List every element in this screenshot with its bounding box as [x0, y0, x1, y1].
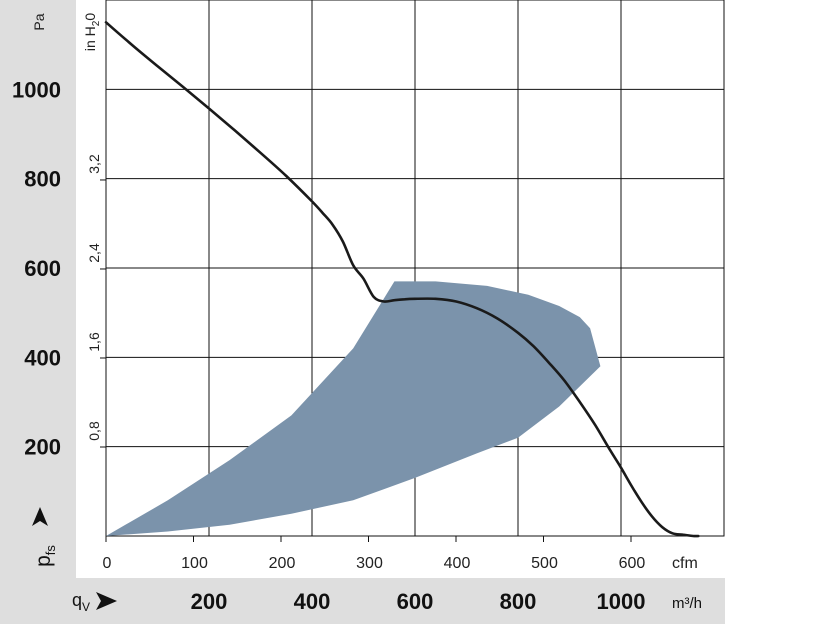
bottom-axis-panel [0, 578, 725, 624]
y2-tick-label: 1,6 [86, 332, 102, 352]
y2-tick-label: 3,2 [86, 154, 102, 174]
x-axis-unit-m3h: m³/h [672, 595, 702, 612]
performance-curve [104, 21, 700, 538]
cfm-tick-label: 300 [356, 555, 383, 572]
operating-range-region [106, 281, 601, 536]
cfm-tick-label: 100 [181, 555, 208, 572]
y-axis-symbol: pfs [32, 507, 58, 567]
y2-tick-label: 0,8 [86, 421, 102, 441]
x-axis-symbol: qV [72, 590, 117, 614]
y-axis-unit: Pa [31, 13, 47, 30]
cfm-tick-label: 200 [269, 555, 296, 572]
cfm-tick-label: 400 [444, 555, 471, 572]
y2-axis-unit: in H20 [82, 13, 102, 51]
m3h-tick-label: 200 [191, 589, 228, 614]
svg-text:pfs: pfs [32, 545, 58, 567]
y-tick-label: 800 [24, 167, 61, 192]
tick-labels: 200 400 600 800 1000 0,8 1,6 2,4 3,2 0 100 200 300 40… [12, 77, 645, 614]
m3h-tick-label: 800 [500, 589, 537, 614]
arrow-up-icon [32, 507, 48, 526]
x-axis-unit-cfm: cfm [672, 555, 698, 572]
y-tick-label: 600 [24, 256, 61, 281]
m3h-tick-label: 600 [397, 589, 434, 614]
cfm-tick-label: 600 [619, 555, 646, 572]
cfm-tick-label: 500 [531, 555, 558, 572]
m3h-tick-label: 1000 [597, 589, 646, 614]
y-tick-label: 1000 [12, 77, 61, 102]
arrow-right-icon [96, 592, 117, 610]
y-tick-label: 200 [24, 435, 61, 460]
m3h-tick-label: 400 [294, 589, 331, 614]
y2-tick-label: 2,4 [86, 243, 102, 263]
svg-text:qV: qV [72, 590, 90, 614]
cfm-tick-label: 0 [103, 555, 112, 572]
y-tick-label: 400 [24, 345, 61, 370]
